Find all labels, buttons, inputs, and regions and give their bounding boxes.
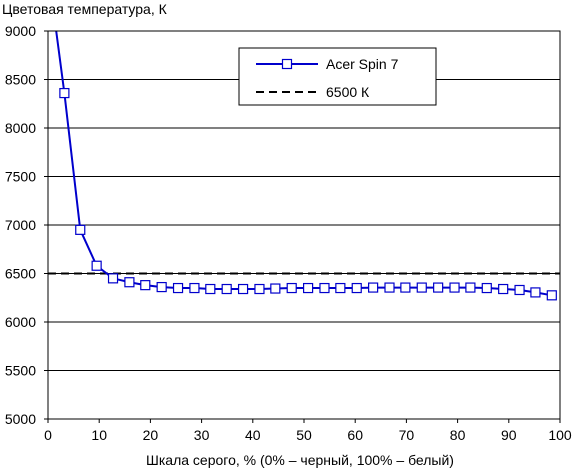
data-point [172,282,184,294]
data-point [140,280,151,291]
legend-box [238,47,437,106]
data-point [237,283,249,295]
x-tick-label: 80 [450,427,466,443]
x-tick-label: 90 [501,427,517,443]
x-tick-label: 20 [143,427,159,443]
data-point [449,282,460,293]
data-point [465,282,476,293]
data-point [205,283,216,295]
data-point [124,277,135,288]
x-tick-label: 50 [296,427,312,443]
data-point [368,282,379,293]
data-point [400,282,411,293]
data-point [384,282,395,293]
data-point [189,282,200,294]
y-tick-label: 7000 [5,217,36,233]
y-tick-label: 6500 [5,266,36,282]
y-tick-label: 9000 [5,23,36,39]
legend-label-main: Acer Spin 7 [326,56,399,72]
data-point [530,287,541,298]
x-tick-label: 40 [245,427,261,443]
data-point [433,282,444,293]
y-axis-ticks: 5000 5500 6000 6500 7000 7500 8000 8500 9000 [5,23,48,427]
legend-marker-main [281,58,293,70]
data-point [319,282,330,294]
data-point [254,283,265,295]
data-point [75,224,86,235]
data-point [351,282,362,294]
y-tick-label: 8000 [5,120,36,136]
x-tick-label: 30 [194,427,210,443]
y-tick-label: 5000 [5,411,36,427]
legend: Acer Spin 7 6500 К [238,47,437,106]
grid [48,79,560,371]
x-tick-label: 60 [347,427,363,443]
legend-label-reference: 6500 К [326,84,370,100]
x-axis-label: Шкала серого, % (0% – черный, 100% – бел… [146,452,454,468]
y-tick-label: 8500 [5,72,36,88]
data-point [156,281,167,293]
data-point [498,283,509,295]
data-point [546,290,557,301]
data-point [302,282,314,294]
data-point [221,283,232,295]
y-tick-label: 5500 [5,363,36,379]
x-tick-label: 10 [91,427,107,443]
data-point [481,282,492,294]
x-axis-ticks: 0 10 20 30 40 50 60 70 80 90 100 [44,419,572,443]
data-point [107,273,119,284]
data-point [59,87,70,99]
data-point [335,282,346,294]
y-tick-label: 6000 [5,314,36,330]
x-tick-label: 70 [399,427,415,443]
data-point [91,260,102,271]
y-tick-label: 7500 [5,169,36,185]
data-point [416,282,427,293]
x-tick-label: 0 [44,427,52,443]
data-point [514,284,525,296]
data-point [270,283,281,294]
main-series [55,30,557,301]
data-point [286,282,297,294]
chart-title: Цветовая температура, К [2,1,168,17]
x-tick-label: 100 [548,427,572,443]
